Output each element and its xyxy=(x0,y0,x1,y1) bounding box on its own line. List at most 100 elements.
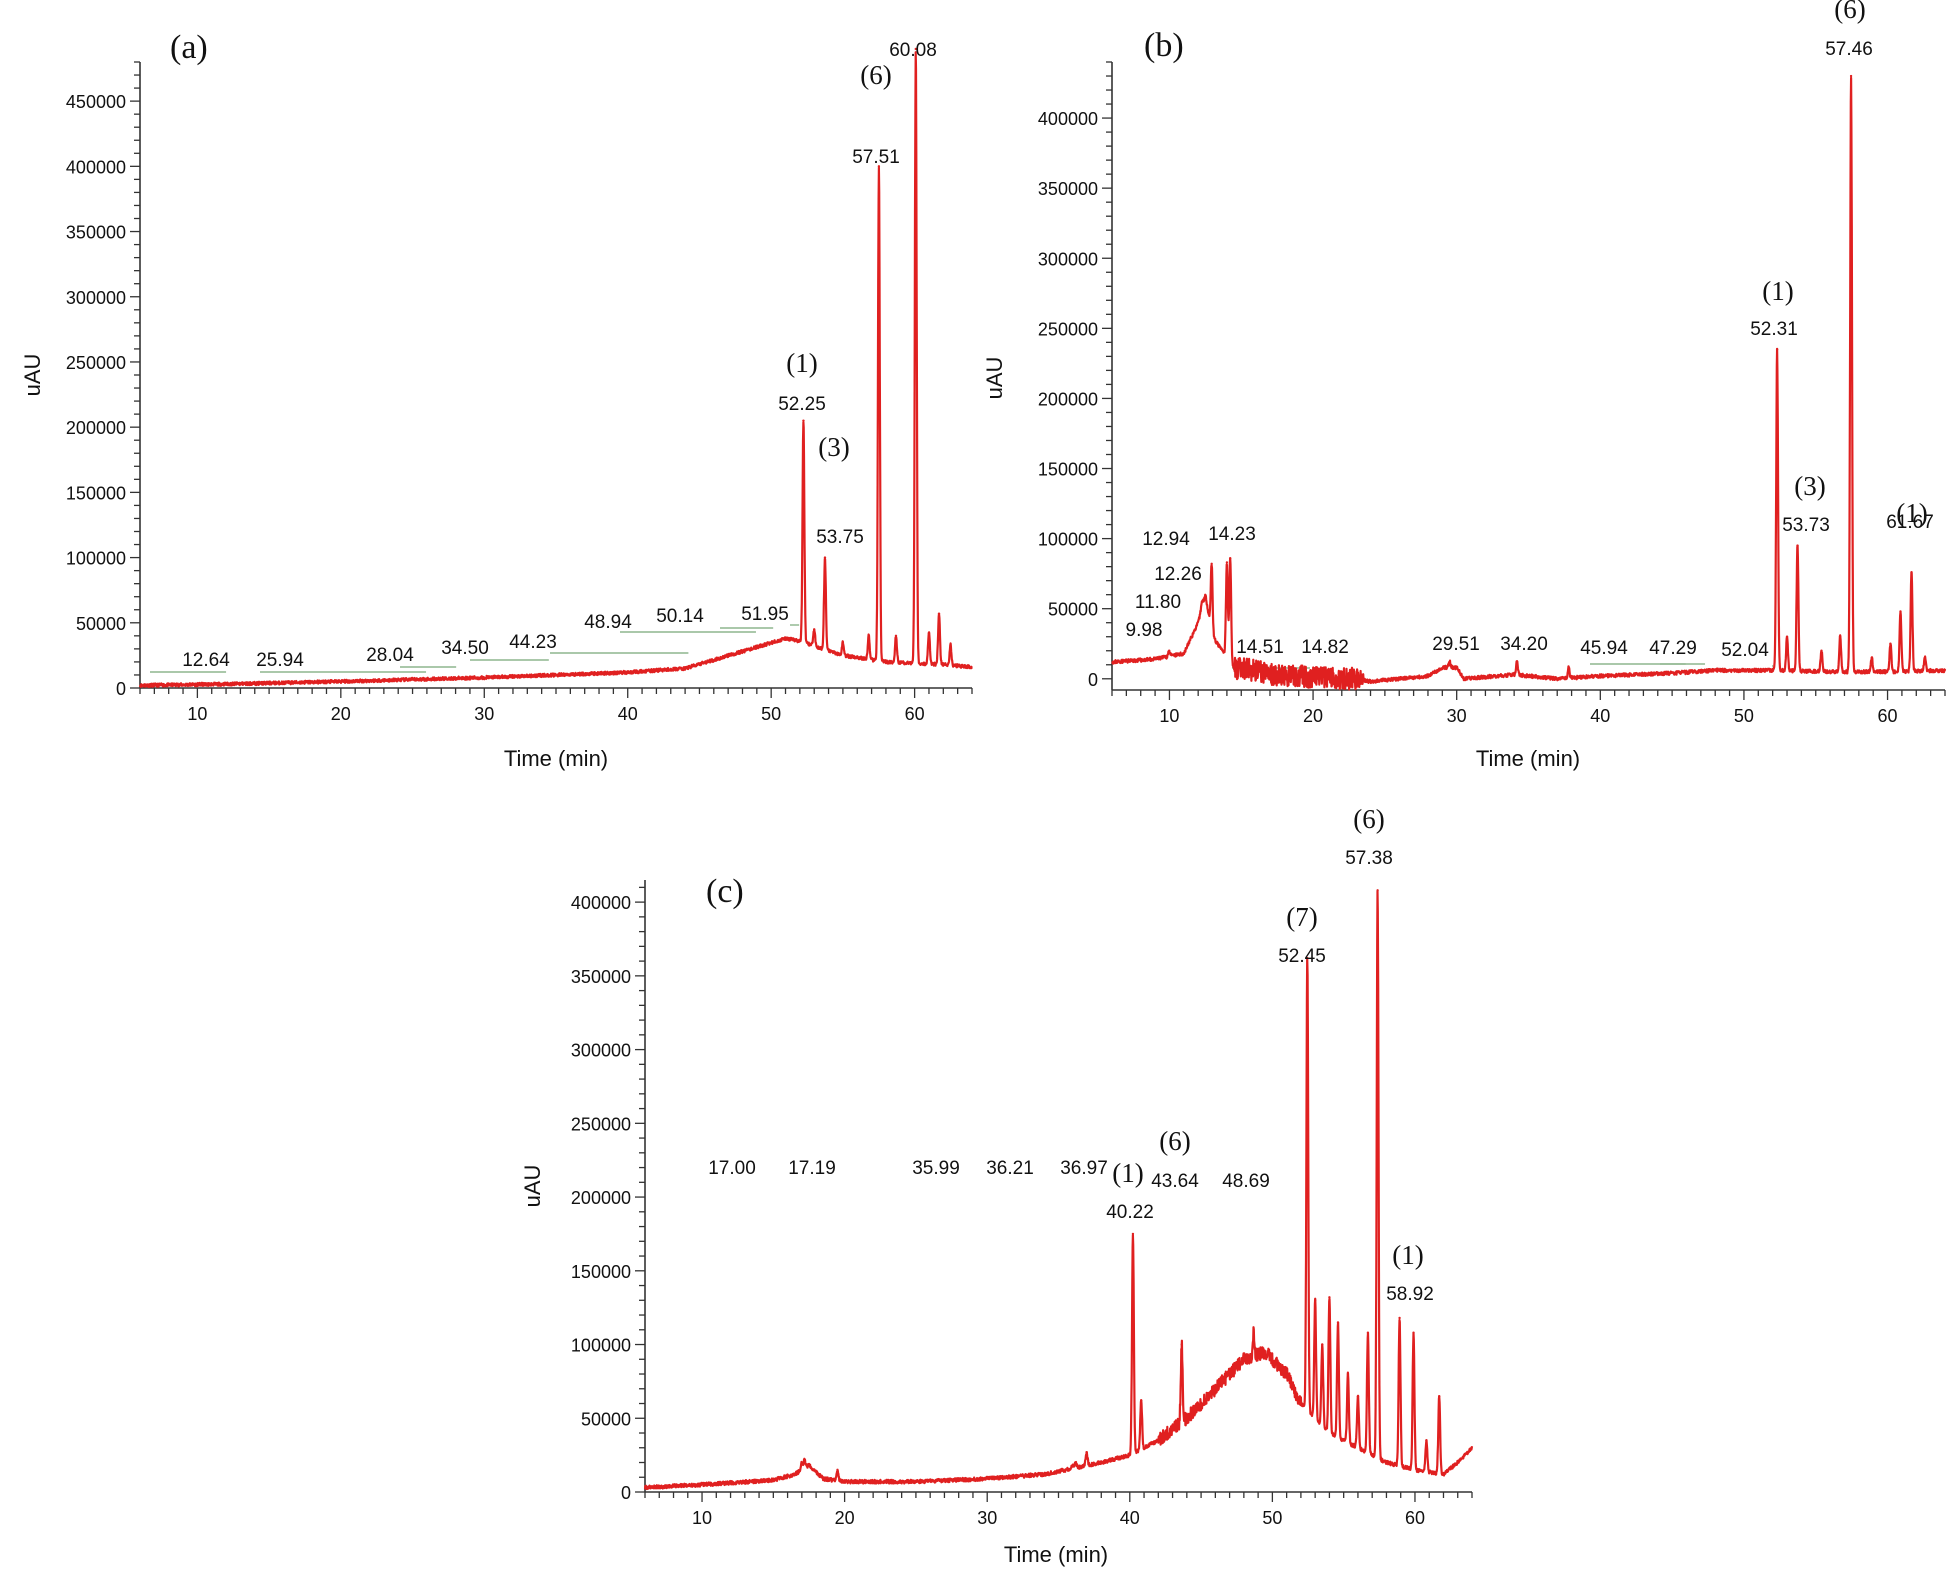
peak-time-label: 14.23 xyxy=(1208,524,1256,545)
x-tick-label: 50 xyxy=(1262,1508,1282,1528)
peak-time-label: 52.31 xyxy=(1750,319,1798,340)
y-tick-label: 150000 xyxy=(66,483,126,503)
compound-label: (3) xyxy=(818,432,849,462)
peak-time-label: 57.38 xyxy=(1345,848,1393,869)
y-tick-label: 300000 xyxy=(1038,249,1098,269)
y-tick-label: 200000 xyxy=(1038,389,1098,409)
baseline-time-label: 45.94 xyxy=(1580,638,1628,659)
y-axis-title: uAU xyxy=(982,357,1007,400)
peak-apex-17.19 xyxy=(803,1458,806,1461)
panel-c: 10 20 30 40 50 60 0 50000 100000 150000 200000 2500… xyxy=(520,804,1474,1567)
peak-time-label: 12.26 xyxy=(1154,564,1202,585)
peak-apex-52.31 xyxy=(1775,348,1779,351)
peak-apex-34.20 xyxy=(1515,660,1519,664)
baseline-time-label: 25.94 xyxy=(256,650,304,671)
peak-apex-35.99 xyxy=(1071,1464,1074,1467)
y-tick-label: 400000 xyxy=(1038,109,1098,129)
baseline-time-label: 44.23 xyxy=(509,632,557,653)
x-tick-label: 30 xyxy=(977,1508,997,1528)
peak-apex-unlabeled-12 xyxy=(1321,1343,1324,1346)
x-tick-label: 10 xyxy=(187,704,207,724)
compound-label: (1) xyxy=(1896,498,1927,528)
peak-apex-unlabeled-10 xyxy=(949,643,952,647)
peak-apex-9.98 xyxy=(1167,649,1171,652)
peak-apex-unlabeled-1 xyxy=(813,628,816,631)
y-axis-title: uAU xyxy=(520,1165,545,1208)
peak-apex-unlabeled-6 xyxy=(894,634,898,638)
y-tick-label: 300000 xyxy=(66,288,126,308)
compound-label: (1) xyxy=(1112,1158,1143,1188)
peak-apex-unlabeled-4 xyxy=(867,634,870,638)
peak-apex-unlabeled-11 xyxy=(1313,1299,1317,1302)
panel-label: (a) xyxy=(170,29,208,66)
peak-apex-unlabeled-21 xyxy=(1425,1439,1428,1442)
peak-apex-unlabeled-14 xyxy=(1336,1321,1340,1324)
chromatogram-trace xyxy=(1111,76,1947,691)
panel-label: (b) xyxy=(1144,27,1184,64)
peak-apex-53.75 xyxy=(823,556,827,559)
x-tick-label: 50 xyxy=(761,704,781,724)
peak-apex-52.25 xyxy=(802,419,805,422)
peak-time-label: 53.73 xyxy=(1782,515,1830,536)
y-tick-label: 50000 xyxy=(76,614,126,634)
panel-b: 10 20 30 40 50 60 0 50000 100000 150000 200000 2500… xyxy=(982,0,1947,771)
y-tick-label: 400000 xyxy=(571,893,631,913)
peak-apex-unlabeled-4 xyxy=(1225,561,1229,564)
compound-label: (1) xyxy=(1762,276,1793,306)
peak-apex-unlabeled-9 xyxy=(937,612,941,615)
y-tick-label: 150000 xyxy=(1038,460,1098,480)
peak-time-label: 40.22 xyxy=(1106,1202,1154,1223)
peak-apex-unlabeled-10 xyxy=(1785,635,1789,638)
peak-apex-48.69 xyxy=(1252,1331,1255,1334)
peak-apex-53.73 xyxy=(1796,544,1799,547)
peak-apex-unlabeled-7 xyxy=(1140,1399,1143,1402)
baseline-time-label: 12.64 xyxy=(182,650,230,671)
x-axis-title: Time (min) xyxy=(1004,1542,1108,1567)
x-tick-label: 50 xyxy=(1734,706,1754,726)
y-tick-label: 150000 xyxy=(571,1262,631,1282)
compound-label: (6) xyxy=(1159,1126,1190,1156)
y-tick-label: 100000 xyxy=(66,549,126,569)
peak-apex-unlabeled-19 xyxy=(1923,656,1927,659)
peak-apex-unlabeled-20 xyxy=(1412,1331,1415,1334)
y-tick-label: 50000 xyxy=(581,1409,631,1429)
x-tick-label: 60 xyxy=(1405,1508,1425,1528)
peak-time-label: 35.99 xyxy=(912,1158,960,1179)
peak-apex-unlabeled-22 xyxy=(1438,1394,1441,1398)
peak-apex-unlabeled-16 xyxy=(1889,642,1892,645)
peak-apex-29.51 xyxy=(1448,660,1451,664)
y-tick-label: 0 xyxy=(1088,670,1098,690)
peak-apex-57.38 xyxy=(1376,889,1379,892)
baseline-time-label: 51.95 xyxy=(741,604,789,625)
baseline-time-label: 14.51 xyxy=(1236,637,1284,658)
peak-apex-unlabeled-17 xyxy=(1899,610,1902,613)
peak-apex-36.97 xyxy=(1085,1450,1088,1454)
y-tick-label: 200000 xyxy=(66,418,126,438)
peak-time-label: 36.21 xyxy=(986,1158,1034,1179)
x-tick-label: 20 xyxy=(331,704,351,724)
y-tick-label: 350000 xyxy=(571,967,631,987)
peak-apex-11.80 xyxy=(1194,628,1197,631)
baseline-time-label: 34.50 xyxy=(441,638,489,659)
peak-apex-unlabeled-17 xyxy=(1366,1331,1370,1334)
x-axis-title: Time (min) xyxy=(1476,746,1580,771)
peak-time-label: 17.00 xyxy=(708,1158,756,1179)
peak-time-label: 11.80 xyxy=(1135,592,1181,613)
peak-apex-unlabeled-12 xyxy=(1820,649,1823,652)
peak-time-label: 48.69 xyxy=(1222,1171,1270,1192)
chromatogram-trace xyxy=(643,890,1474,1491)
peak-time-label: 52.45 xyxy=(1278,946,1326,967)
y-tick-label: 100000 xyxy=(571,1336,631,1356)
baseline-time-label: 50.14 xyxy=(656,606,704,627)
y-tick-label: 350000 xyxy=(66,223,126,243)
y-tick-label: 250000 xyxy=(66,353,126,373)
x-tick-label: 20 xyxy=(1303,706,1323,726)
peak-apex-unlabeled-15 xyxy=(1870,656,1873,659)
y-axis-title: uAU xyxy=(20,354,45,397)
peak-time-label: 53.75 xyxy=(816,527,864,548)
compound-label: (6) xyxy=(1353,804,1384,834)
peak-apex-unlabeled-13 xyxy=(1328,1296,1331,1299)
peak-time-label: 17.19 xyxy=(788,1158,836,1179)
y-tick-label: 300000 xyxy=(571,1041,631,1061)
x-tick-label: 30 xyxy=(1447,706,1467,726)
